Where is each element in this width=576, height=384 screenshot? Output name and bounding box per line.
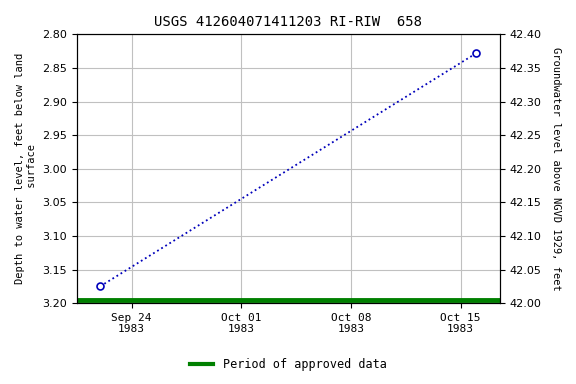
Y-axis label: Groundwater level above NGVD 1929, feet: Groundwater level above NGVD 1929, feet [551, 47, 561, 291]
Legend: Period of approved data: Period of approved data [185, 354, 391, 376]
Title: USGS 412604071411203 RI-RIW  658: USGS 412604071411203 RI-RIW 658 [154, 15, 422, 29]
Y-axis label: Depth to water level, feet below land
 surface: Depth to water level, feet below land su… [15, 53, 37, 284]
